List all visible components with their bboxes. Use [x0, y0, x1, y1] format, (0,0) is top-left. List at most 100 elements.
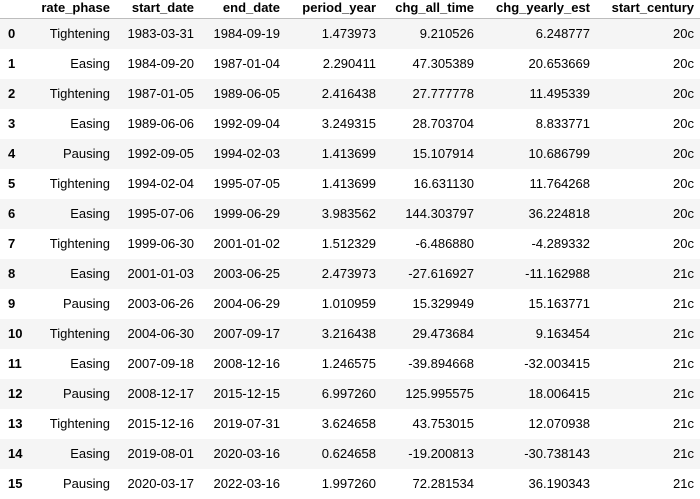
- cell-period-year: 2.290411: [322, 55, 376, 71]
- cell-period-year: 1.010959: [321, 295, 376, 311]
- table-body: 0 Tightening 1983-03-31 1984-09-19 1.473973 9…: [0, 18, 700, 499]
- cell-chg-all-time: -39.894668: [408, 355, 474, 371]
- cell-start-date: 2003-06-26: [127, 295, 195, 311]
- cell-chg-all-time: 144.303797: [405, 205, 474, 221]
- cell-chg-yearly-est: 18.006415: [528, 385, 590, 401]
- cell-period-year: 0.624658: [321, 445, 376, 461]
- cell-rate-phase: Pausing: [63, 475, 110, 491]
- cell-start-century: 21c: [673, 295, 694, 311]
- cell-end-date: 2007-09-17: [213, 325, 281, 341]
- table-row: 13 Tightening 2015-12-16 2019-07-31 3.624658…: [0, 408, 700, 439]
- cell-start-century: 21c: [673, 355, 694, 371]
- cell-period-year: 1.473973: [321, 25, 376, 41]
- cell-chg-yearly-est: 12.070938: [528, 415, 590, 431]
- cell-start-date: 2007-09-18: [127, 355, 195, 371]
- cell-end-date: 2022-03-16: [213, 475, 281, 491]
- cell-start-century: 21c: [673, 325, 694, 341]
- cell-chg-yearly-est: -4.289332: [531, 235, 590, 251]
- cell-chg-all-time: 125.995575: [405, 385, 474, 401]
- cell-end-date: 1984-09-19: [213, 25, 281, 41]
- column-header-rate-phase: rate_phase: [26, 0, 116, 19]
- cell-start-century: 21c: [673, 265, 694, 281]
- cell-start-century: 21c: [673, 475, 694, 491]
- table-row: 0 Tightening 1983-03-31 1984-09-19 1.473973 9…: [0, 18, 700, 49]
- table-row: 11 Easing 2007-09-18 2008-12-16 1.246575 -39.…: [0, 348, 700, 379]
- cell-period-year: 1.512329: [321, 235, 376, 251]
- cell-end-date: 2019-07-31: [213, 415, 281, 431]
- cell-start-date: 2008-12-17: [127, 385, 195, 401]
- cell-period-year: 3.983562: [321, 205, 376, 221]
- cell-rate-phase: Easing: [70, 355, 110, 371]
- cell-start-date: 1983-03-31: [127, 25, 195, 41]
- cell-chg-all-time: 47.305389: [412, 55, 474, 71]
- cell-rate-phase: Easing: [70, 55, 110, 71]
- cell-start-date: 1989-06-06: [127, 115, 195, 131]
- cell-chg-all-time: -27.616927: [408, 265, 474, 281]
- cell-start-century: 21c: [673, 385, 694, 401]
- cell-start-date: 1994-02-04: [127, 175, 195, 191]
- table-row: 8 Easing 2001-01-03 2003-06-25 2.473973 -27.6…: [0, 258, 700, 289]
- row-index: 12: [8, 385, 23, 401]
- cell-start-date: 1987-01-05: [127, 85, 195, 101]
- cell-start-century: 20c: [673, 55, 694, 71]
- cell-start-date: 1995-07-06: [127, 205, 195, 221]
- cell-chg-yearly-est: 10.686799: [528, 145, 590, 161]
- cell-start-date: 2001-01-03: [127, 265, 195, 281]
- cell-end-date: 2015-12-15: [213, 385, 281, 401]
- cell-start-date: 1999-06-30: [127, 235, 195, 251]
- cell-start-century: 20c: [673, 205, 694, 221]
- cell-end-date: 1987-01-04: [213, 55, 281, 71]
- cell-end-date: 1989-06-05: [213, 85, 281, 101]
- cell-start-century: 20c: [673, 115, 694, 131]
- cell-rate-phase: Tightening: [49, 415, 110, 431]
- row-index: 14: [8, 445, 23, 461]
- cell-period-year: 6.997260: [321, 385, 376, 401]
- row-index: 10: [8, 325, 23, 341]
- cell-chg-yearly-est: -30.738143: [524, 445, 590, 461]
- cell-chg-all-time: 27.777778: [412, 85, 474, 101]
- table-row: 5 Tightening 1994-02-04 1995-07-05 1.413699 1…: [0, 168, 700, 199]
- cell-rate-phase: Pausing: [63, 295, 110, 311]
- row-index: 9: [8, 295, 16, 311]
- row-index: 0: [8, 25, 16, 41]
- cell-end-date: 2001-01-02: [213, 235, 281, 251]
- cell-end-date: 2008-12-16: [213, 355, 281, 371]
- cell-period-year: 1.413699: [321, 145, 376, 161]
- table-row: 7 Tightening 1999-06-30 2001-01-02 1.512329 -…: [0, 228, 700, 259]
- column-header-chg-all-time: chg_all_time: [382, 0, 480, 19]
- cell-chg-yearly-est: 15.163771: [528, 295, 590, 311]
- cell-end-date: 1992-09-04: [213, 115, 281, 131]
- column-header-start-century: start_century: [596, 0, 700, 19]
- cell-start-date: 1984-09-20: [127, 55, 195, 71]
- cell-end-date: 1994-02-03: [213, 145, 281, 161]
- cell-chg-all-time: 72.281534: [412, 475, 474, 491]
- cell-start-century: 20c: [673, 85, 694, 101]
- cell-rate-phase: Easing: [70, 445, 110, 461]
- row-index: 11: [8, 355, 22, 371]
- cell-end-date: 1995-07-05: [213, 175, 281, 191]
- table-row: 4 Pausing 1992-09-05 1994-02-03 1.413699 15.1…: [0, 138, 700, 169]
- cell-start-date: 2019-08-01: [127, 445, 195, 461]
- cell-period-year: 2.416438: [321, 85, 376, 101]
- cell-end-date: 2020-03-16: [213, 445, 281, 461]
- cell-start-date: 2015-12-16: [127, 415, 195, 431]
- cell-start-century: 21c: [673, 415, 694, 431]
- cell-period-year: 3.624658: [321, 415, 376, 431]
- cell-end-date: 1999-06-29: [213, 205, 281, 221]
- cell-rate-phase: Pausing: [63, 145, 110, 161]
- cell-chg-yearly-est: 20.653669: [528, 55, 590, 71]
- cell-chg-all-time: 29.473684: [412, 325, 474, 341]
- row-index: 13: [8, 415, 23, 431]
- cell-rate-phase: Easing: [70, 265, 110, 281]
- cell-rate-phase: Easing: [70, 205, 110, 221]
- cell-chg-all-time: 28.703704: [412, 115, 474, 131]
- cell-rate-phase: Tightening: [49, 25, 110, 41]
- row-index: 7: [8, 235, 16, 251]
- column-header-start-date: start_date: [116, 0, 200, 19]
- cell-chg-yearly-est: 36.190343: [528, 475, 590, 491]
- cell-rate-phase: Tightening: [49, 325, 110, 341]
- cell-start-century: 20c: [673, 25, 694, 41]
- cell-chg-all-time: 43.753015: [412, 415, 474, 431]
- row-index: 1: [8, 55, 16, 71]
